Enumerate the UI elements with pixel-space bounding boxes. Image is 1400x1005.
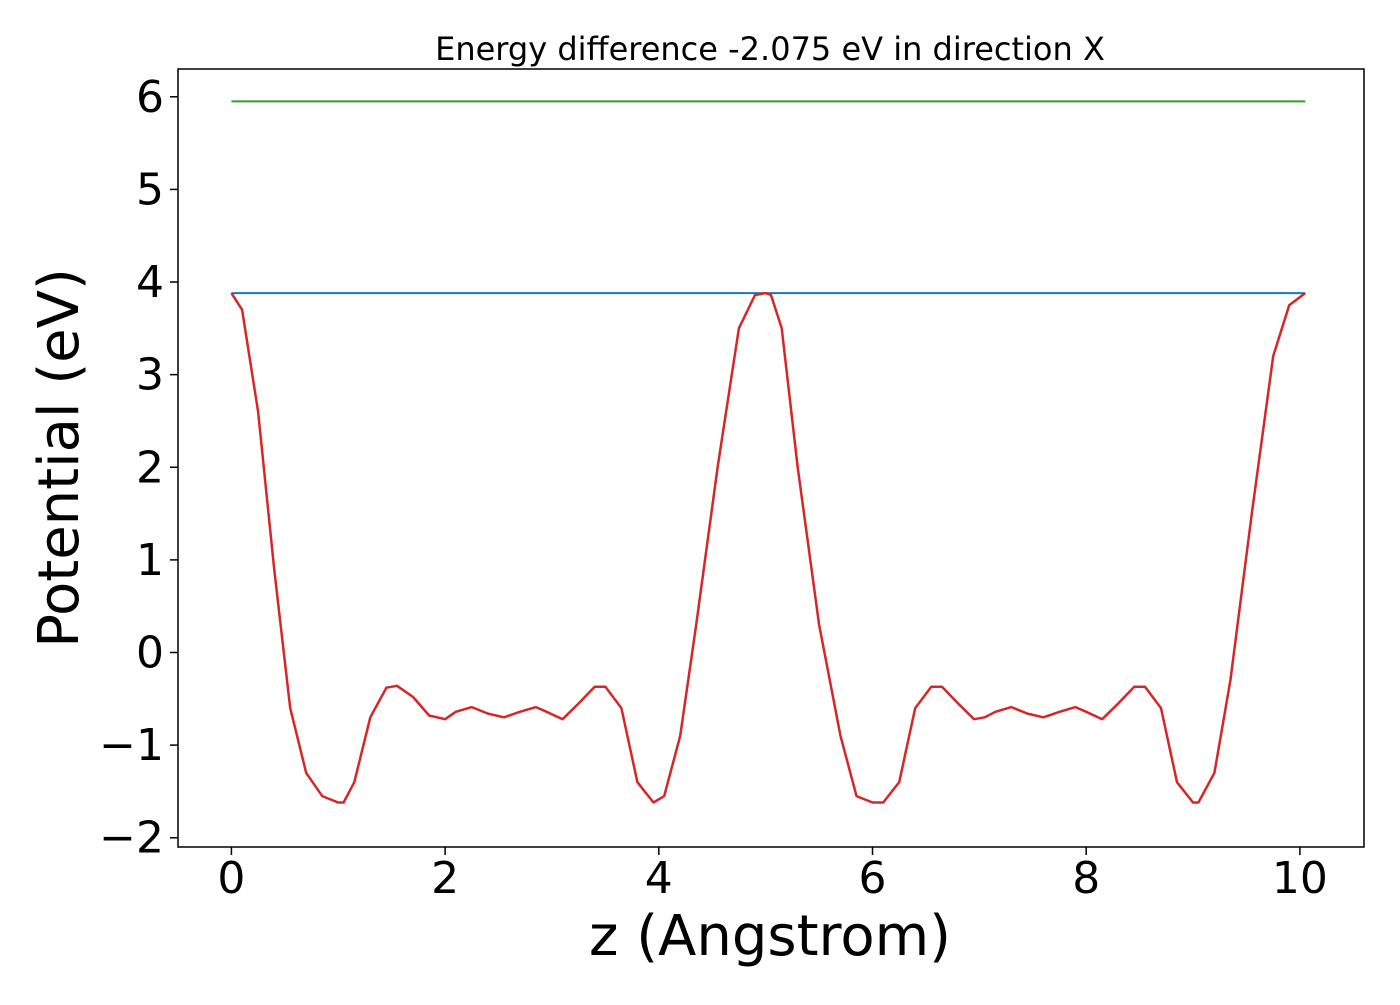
x-axis: 0 2 4 6 8 10 xyxy=(217,847,1328,904)
series-line-1 xyxy=(230,291,1306,804)
plot-frame xyxy=(177,68,1365,848)
x-tick-label: 4 xyxy=(645,853,673,904)
y-tick-label: −2 xyxy=(99,813,164,864)
y-tick-label: 1 xyxy=(136,535,164,586)
x-tick-label: 10 xyxy=(1272,853,1328,904)
y-tick-label: 5 xyxy=(136,164,164,215)
x-tick-label: 6 xyxy=(859,853,887,904)
y-tick-label: 6 xyxy=(136,72,164,123)
x-tick-label: 2 xyxy=(431,853,459,904)
y-tick-label: 4 xyxy=(136,257,164,308)
y-axis: −2 −1 0 1 2 3 4 5 6 xyxy=(99,72,178,864)
x-axis-label: z (Angstrom) xyxy=(589,904,951,969)
x-tick-label: 0 xyxy=(217,853,245,904)
y-tick-label: −1 xyxy=(99,720,164,771)
series-layer xyxy=(230,100,1306,804)
y-tick-label: 3 xyxy=(136,350,164,401)
y-tick-label: 2 xyxy=(136,442,164,493)
chart-title: Energy difference -2.075 eV in direction… xyxy=(435,30,1105,68)
y-axis-label: Potential (eV) xyxy=(27,268,92,648)
x-tick-label: 8 xyxy=(1072,853,1100,904)
y-tick-label: 0 xyxy=(136,628,164,679)
